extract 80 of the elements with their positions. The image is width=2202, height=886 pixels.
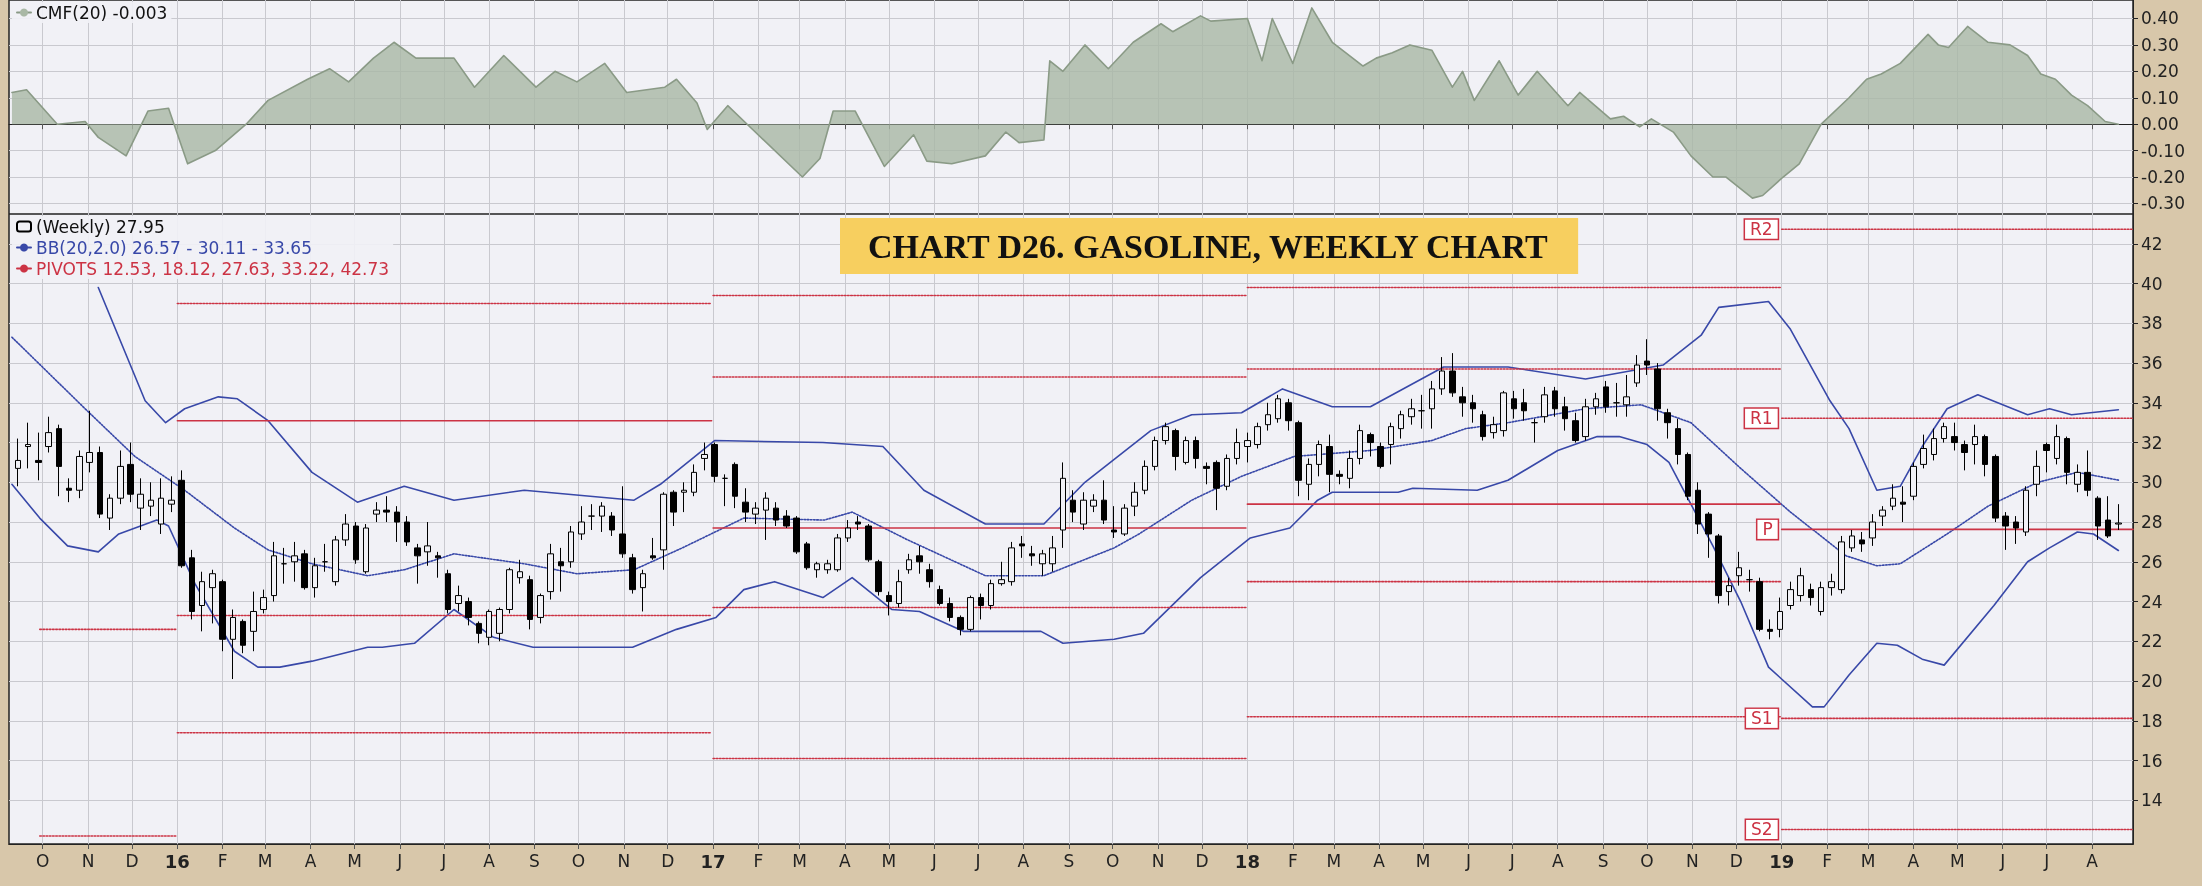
x-tick-label: D: [661, 850, 675, 871]
y-tick-label: -0.30: [2141, 193, 2185, 214]
legend-label: (Weekly) 27.95: [36, 216, 165, 237]
x-tick-label: M: [257, 850, 273, 871]
x-tick-label: D: [1729, 850, 1743, 871]
x-tick-label: J: [396, 850, 403, 871]
y-tick-label: 16: [2141, 750, 2163, 771]
x-tick-label: A: [304, 850, 317, 871]
x-tick-label: F: [1822, 850, 1832, 871]
y-tick-label: -0.10: [2141, 140, 2185, 161]
y-tick-label: 30: [2141, 472, 2163, 493]
y-tick-label: 38: [2141, 313, 2163, 334]
legend-label: CMF(20) -0.003: [36, 2, 168, 23]
x-tick-label: S: [529, 850, 540, 871]
legend-label: BB(20,2.0) 26.57 - 30.11 - 33.65: [36, 237, 312, 258]
x-tick-label: M: [1860, 850, 1876, 871]
x-tick-label: M: [347, 850, 362, 871]
legend-label: PIVOTS 12.53, 18.12, 27.63, 33.22, 42.73: [36, 258, 390, 279]
y-tick-label: 0.20: [2141, 61, 2179, 82]
x-tick-label: 16: [164, 850, 190, 872]
x-tick-label: S: [1597, 850, 1609, 871]
annotation: P: [1762, 519, 1773, 540]
x-tick-label: A: [1551, 850, 1564, 871]
x-tick-label: S: [1063, 850, 1075, 871]
annotation: S1: [1751, 708, 1773, 729]
x-tick-label: N: [617, 850, 631, 871]
annotation: R2: [1750, 219, 1773, 240]
x-tick-label: D: [125, 850, 139, 871]
y-tick-label: 36: [2141, 353, 2163, 374]
x-tick-label: N: [1151, 850, 1165, 871]
x-tick-label: D: [1195, 850, 1209, 871]
x-tick-label: M: [792, 850, 807, 871]
x-tick-label: A: [1017, 850, 1030, 871]
y-tick-label: 32: [2141, 432, 2163, 453]
x-tick-label: F: [1287, 850, 1298, 871]
y-tick-label: 42: [2141, 233, 2163, 254]
x-tick-label: O: [35, 850, 50, 871]
x-tick-label: A: [483, 850, 496, 871]
x-tick-label: N: [81, 850, 95, 871]
x-tick-label: A: [1373, 850, 1386, 871]
x-tick-label: 19: [1769, 850, 1795, 872]
y-tick-label: 24: [2141, 591, 2163, 612]
y-tick-label: 0.00: [2141, 114, 2179, 135]
annotation: R1: [1750, 408, 1773, 429]
x-tick-label: A: [2086, 850, 2099, 871]
y-tick-label: -0.20: [2141, 167, 2185, 188]
chart-title: CHART D26. GASOLINE, WEEKLY CHART: [868, 227, 1548, 265]
x-tick-label: M: [1326, 850, 1342, 871]
y-tick-label: 22: [2141, 631, 2163, 652]
y-tick-label: 18: [2141, 710, 2163, 731]
x-tick-label: 18: [1234, 850, 1260, 872]
x-tick-label: O: [1640, 850, 1654, 871]
y-tick-label: 40: [2141, 273, 2163, 294]
x-tick-label: J: [1508, 850, 1515, 871]
x-tick-label: J: [2043, 850, 2050, 871]
x-tick-label: N: [1686, 850, 1699, 871]
y-tick-label: 20: [2141, 671, 2163, 692]
y-tick-label: 28: [2141, 512, 2163, 533]
annotation: S2: [1751, 819, 1773, 840]
x-tick-label: F: [753, 850, 764, 871]
x-tick-label: J: [1464, 850, 1471, 871]
x-tick-label: F: [217, 850, 228, 871]
x-tick-label: O: [571, 850, 586, 871]
x-tick-label: M: [1415, 850, 1431, 871]
x-tick-label: A: [1907, 850, 1920, 871]
y-tick-label: 26: [2141, 551, 2163, 572]
x-tick-label: J: [930, 850, 937, 871]
x-tick-label: J: [1999, 850, 2006, 871]
x-tick-label: A: [839, 850, 852, 871]
x-tick-label: J: [440, 850, 447, 871]
y-tick-label: 0.30: [2141, 34, 2179, 55]
y-tick-label: 34: [2141, 392, 2163, 413]
x-tick-label: J: [974, 850, 981, 871]
x-tick-label: O: [1106, 850, 1120, 871]
y-tick-label: 0.40: [2141, 8, 2179, 29]
y-tick-label: 0.10: [2141, 87, 2179, 108]
y-tick-label: 14: [2141, 790, 2163, 811]
x-tick-label: M: [881, 850, 897, 871]
x-tick-label: 17: [700, 850, 726, 872]
x-tick-label: M: [1950, 850, 1965, 871]
